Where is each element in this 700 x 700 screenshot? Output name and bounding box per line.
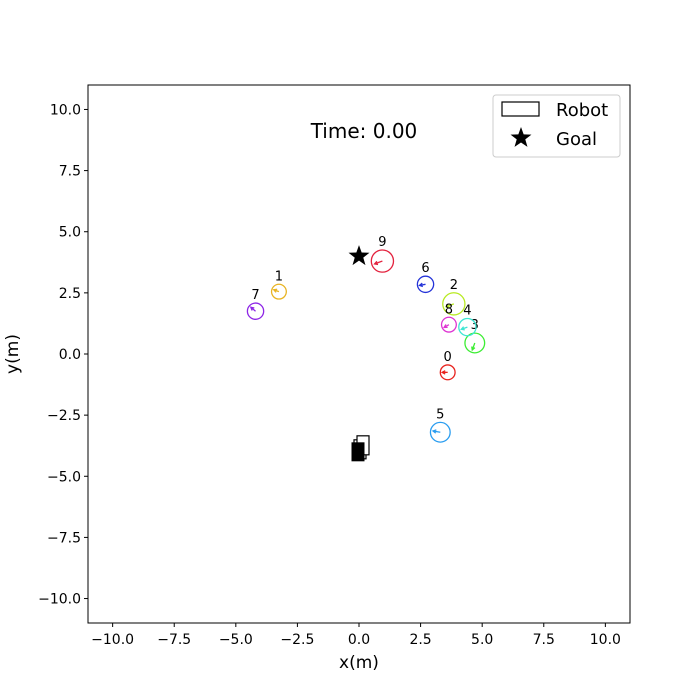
- legend-goal-marker: [510, 127, 532, 147]
- human-heading-arrowhead: [460, 326, 465, 331]
- human-heading-arrowhead: [431, 429, 437, 434]
- human-heading-arrowhead: [272, 288, 278, 293]
- x-axis-label: x(m): [339, 653, 379, 673]
- y-tick-label: 5.0: [59, 225, 81, 241]
- human-heading-arrow: [374, 260, 383, 265]
- x-tick-label: 10.0: [590, 632, 621, 648]
- human-id-label: 3: [471, 318, 479, 333]
- human-heading-arrowhead: [418, 282, 424, 288]
- humans-layer: 0 1 2 34 5 6 7 8 9: [246, 235, 486, 443]
- human-id-label: 6: [421, 261, 429, 276]
- human-id-label: 8: [445, 302, 453, 317]
- legend-robot-label: Robot: [556, 100, 608, 121]
- robot-body: [351, 442, 365, 462]
- human-id-label: 1: [275, 269, 283, 284]
- y-axis-ticks: 10.0 7.5 5.0 2.5 0.0 −2.5 −5.0 −7.5 −10.0: [38, 102, 88, 608]
- human-heading-arrowhead: [444, 303, 450, 308]
- y-tick-label: 0.0: [59, 347, 81, 363]
- goal-layer: [348, 245, 370, 266]
- y-tick-label: 10.0: [50, 102, 81, 118]
- x-tick-label: −7.5: [157, 632, 191, 648]
- human-circle: [416, 275, 435, 294]
- legend-goal-label: Goal: [556, 129, 597, 150]
- human-circle: [270, 283, 287, 300]
- x-tick-label: 2.5: [409, 632, 431, 648]
- x-tick-label: −5.0: [219, 632, 253, 648]
- human-circle: [246, 302, 265, 320]
- y-axis-label: y(m): [3, 334, 23, 374]
- time-annotation: Time: 0.00: [310, 119, 418, 143]
- human-id-label: 2: [450, 278, 458, 293]
- legend: Robot Goal: [492, 94, 621, 158]
- human-heading-arrowhead: [442, 324, 448, 329]
- human-id-label: 9: [378, 235, 386, 250]
- robot-layer: [351, 435, 370, 462]
- human-heading-arrowhead: [471, 346, 476, 352]
- y-tick-label: −10.0: [38, 592, 81, 608]
- y-tick-label: −5.0: [47, 469, 81, 485]
- plot-area-frame: [87, 84, 631, 624]
- y-tick-label: −7.5: [47, 530, 81, 546]
- human-heading-arrowhead: [249, 306, 255, 311]
- legend-robot-marker: [501, 101, 540, 117]
- x-tick-label: −2.5: [280, 632, 314, 648]
- y-tick-label: 7.5: [59, 164, 81, 180]
- x-tick-label: 5.0: [471, 632, 493, 648]
- x-tick-label: −10.0: [91, 632, 134, 648]
- y-tick-label: −2.5: [47, 408, 81, 424]
- human-circle: [370, 249, 395, 273]
- human-id-label: 7: [251, 288, 259, 303]
- human-circle: [442, 292, 466, 316]
- human-id-label: 0: [444, 350, 452, 365]
- x-tick-label: 7.5: [533, 632, 555, 648]
- human-id-label: 5: [436, 407, 444, 422]
- human-id-label: 4: [463, 303, 471, 318]
- human-heading-arrow: [445, 303, 455, 308]
- human-circle: [429, 421, 451, 443]
- human-circle: [458, 317, 477, 337]
- human-circle: [439, 364, 456, 381]
- x-tick-label: 0.0: [348, 632, 370, 648]
- human-circle: [440, 316, 457, 333]
- y-tick-label: 2.5: [59, 286, 81, 302]
- goal-star: [348, 245, 370, 266]
- human-circle: [464, 332, 486, 354]
- human-heading-arrowhead: [373, 260, 379, 266]
- human-heading-arrowhead: [440, 370, 446, 375]
- x-axis-ticks: −10.0 −7.5 −5.0 −2.5 0.0 2.5 5.0 7.5 10.0: [91, 623, 621, 648]
